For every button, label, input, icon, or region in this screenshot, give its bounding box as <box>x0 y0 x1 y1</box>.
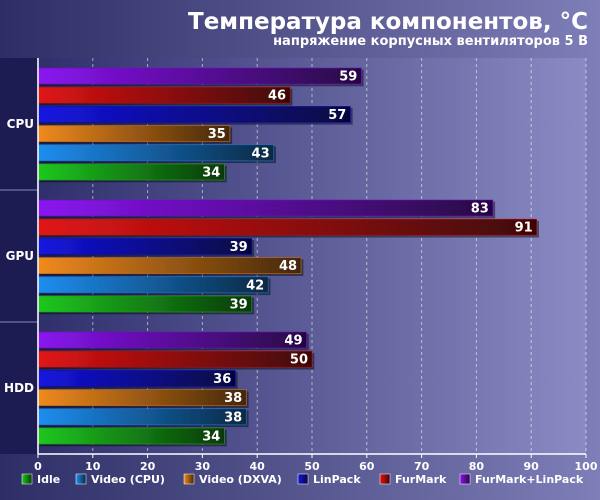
data-label: 57 <box>328 108 346 123</box>
legend-label: Video (DXVA) <box>199 473 282 486</box>
data-label: 38 <box>224 391 242 406</box>
data-label: 48 <box>279 259 297 274</box>
data-label: 38 <box>224 410 242 425</box>
legend-swatch <box>183 473 195 485</box>
bar-hdd-idle <box>37 427 225 445</box>
x-tick-label: 40 <box>250 460 266 473</box>
x-tick-label: 50 <box>304 460 320 473</box>
bar-gpu-idle <box>37 295 253 313</box>
legend-item: Video (CPU) <box>75 473 165 486</box>
legend-item: FurMark <box>379 473 447 486</box>
x-tick-label: 20 <box>140 460 156 473</box>
legend-swatch <box>297 473 309 485</box>
legend-swatch <box>379 473 391 485</box>
bar-hdd-video-dxva- <box>37 389 247 406</box>
x-tick-label: 30 <box>195 460 211 473</box>
bar-hdd-linpack <box>37 370 236 387</box>
legend-swatch <box>75 473 87 485</box>
legend-label: Video (CPU) <box>91 473 165 486</box>
bar-gpu-linpack <box>37 238 253 255</box>
data-label: 42 <box>246 278 264 293</box>
bar-hdd-furmark-linpack <box>37 331 307 349</box>
data-label: 50 <box>290 353 308 368</box>
legend-swatch <box>21 473 33 485</box>
data-label: 34 <box>202 166 220 181</box>
bar-cpu-video-dxva- <box>37 125 231 142</box>
bars: 59 46 57 35 43 34 83 91 39 48 42 39 49 50 36 38 38 34 <box>37 67 537 445</box>
data-label: 59 <box>339 70 357 85</box>
bar-gpu-video-dxva- <box>37 257 302 274</box>
category-label-gpu: GPU <box>6 249 34 263</box>
bar-cpu-furmark <box>37 86 291 104</box>
legend-label: LinPack <box>313 473 361 486</box>
x-tick-label: 0 <box>34 460 42 473</box>
legend-label: FurMark <box>395 473 447 486</box>
x-tick-label: 80 <box>469 460 485 473</box>
bar-gpu-video-cpu- <box>37 276 269 294</box>
data-label: 34 <box>202 430 220 445</box>
chart-subtitle: напряжение корпусных вентиляторов 5 В <box>273 34 588 49</box>
data-label: 35 <box>208 127 226 142</box>
x-tick-label: 60 <box>359 460 375 473</box>
legend-item: Idle <box>21 473 60 486</box>
category-label-cpu: CPU <box>7 117 34 131</box>
legend-item: Video (DXVA) <box>183 473 282 486</box>
x-tick-label: 10 <box>85 460 101 473</box>
category-labels: CPU GPU HDD <box>0 117 38 395</box>
legend: Idle Video (CPU) Video (DXVA) LinPack FurMar… <box>21 473 584 486</box>
legend-swatch <box>459 473 471 485</box>
bar-cpu-idle <box>37 163 225 181</box>
data-label: 39 <box>230 298 248 313</box>
data-label: 36 <box>213 372 231 387</box>
category-label-hdd: HDD <box>4 381 34 395</box>
bar-cpu-furmark-linpack <box>37 67 362 85</box>
bar-hdd-video-cpu- <box>37 408 247 426</box>
data-label: 43 <box>252 146 270 161</box>
x-axis: 0 10 20 30 40 50 60 70 80 90 100 <box>34 58 598 473</box>
data-label: 83 <box>471 202 489 217</box>
bar-cpu-linpack <box>37 106 351 123</box>
data-label: 49 <box>284 334 302 349</box>
bar-gpu-furmark <box>37 218 537 236</box>
bar-gpu-furmark-linpack <box>37 199 494 217</box>
legend-item: LinPack <box>297 473 361 486</box>
data-label: 46 <box>268 89 286 104</box>
bar-cpu-video-cpu- <box>37 144 274 162</box>
x-tick-label: 70 <box>414 460 430 473</box>
legend-item: FurMark+LinPack <box>459 473 584 486</box>
bar-hdd-furmark <box>37 350 313 368</box>
chart-title: Температура компонентов, °C <box>188 9 588 35</box>
data-label: 39 <box>230 240 248 255</box>
legend-label: FurMark+LinPack <box>475 473 584 486</box>
legend-label: Idle <box>37 473 60 486</box>
grid-lines <box>92 58 587 454</box>
data-label: 91 <box>515 221 533 236</box>
x-tick-label: 90 <box>524 460 540 473</box>
category-band <box>0 58 37 454</box>
x-tick-label: 100 <box>575 460 598 473</box>
